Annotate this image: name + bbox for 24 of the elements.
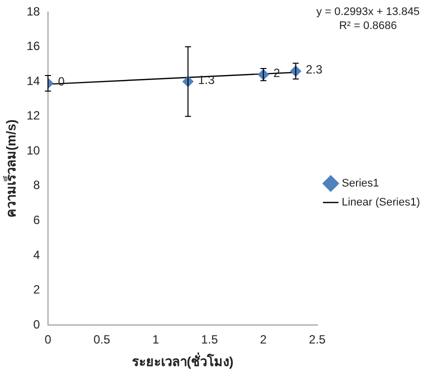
x-tick-label: 0: [44, 332, 52, 347]
y-tick-label: 14: [26, 74, 40, 88]
legend-label: Linear (Series1): [342, 196, 420, 209]
y-tick-label: 18: [26, 4, 40, 18]
y-tick-label: 4: [33, 248, 40, 262]
y-tick-label: 10: [26, 143, 40, 158]
y-tick-label: 16: [26, 39, 40, 54]
x-axis-title: ระยะเวลา(ชั่วโมง): [132, 352, 234, 369]
x-tick-label: 0.5: [93, 332, 110, 347]
legend-label: Series1: [342, 178, 380, 190]
x-tick-label: 1.5: [201, 332, 218, 347]
y-tick-label: 0: [33, 317, 40, 332]
x-tick-label: 1: [152, 332, 160, 347]
y-tick-label: 12: [26, 108, 40, 123]
y-tick-label: 6: [33, 212, 40, 227]
y-tick-label: 8: [33, 178, 40, 192]
x-tick-label: 2: [260, 332, 268, 347]
annotation: 2.3: [306, 62, 323, 76]
text: R² = 0.8686: [339, 20, 397, 32]
x-tick-label: 2.5: [308, 332, 326, 347]
y-tick-label: 2: [33, 282, 40, 297]
annotation: 1.3: [198, 72, 215, 87]
y-axis-title: ความเร็วลม(m/s): [1, 119, 18, 218]
annotation: y = 0.2993x + 13.845: [316, 6, 420, 18]
